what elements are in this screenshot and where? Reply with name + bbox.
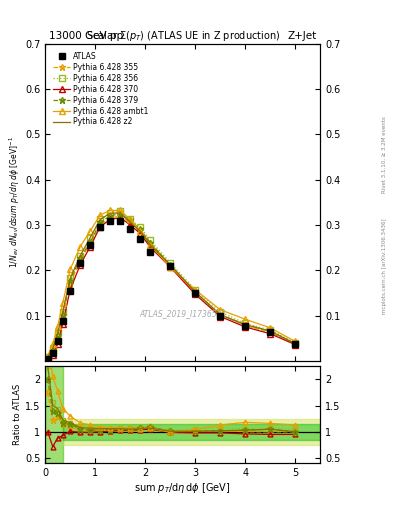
- Text: ATLAS_2019_I1736531: ATLAS_2019_I1736531: [139, 309, 226, 318]
- Y-axis label: $1/N_{ev}$ $dN_{ev}/dsum$ $p_T/d\eta$ $d\phi$ $[\mathrm{GeV}]^{-1}$: $1/N_{ev}$ $dN_{ev}/dsum$ $p_T/d\eta$ $d…: [8, 136, 22, 268]
- Text: Z+Jet: Z+Jet: [287, 31, 316, 41]
- Title: Scalar $\Sigma(p_T)$ (ATLAS UE in Z production): Scalar $\Sigma(p_T)$ (ATLAS UE in Z prod…: [86, 29, 280, 44]
- Text: Rivet 3.1.10, ≥ 3.2M events: Rivet 3.1.10, ≥ 3.2M events: [382, 116, 387, 193]
- X-axis label: sum $p_T/\mathrm{d}\eta\,\mathrm{d}\phi$ [GeV]: sum $p_T/\mathrm{d}\eta\,\mathrm{d}\phi$…: [134, 481, 231, 495]
- Y-axis label: Ratio to ATLAS: Ratio to ATLAS: [13, 384, 22, 445]
- Text: 13000 GeV pp: 13000 GeV pp: [49, 31, 123, 41]
- Legend: ATLAS, Pythia 6.428 355, Pythia 6.428 356, Pythia 6.428 370, Pythia 6.428 379, P: ATLAS, Pythia 6.428 355, Pythia 6.428 35…: [52, 51, 150, 128]
- Text: mcplots.cern.ch [arXiv:1306.3436]: mcplots.cern.ch [arXiv:1306.3436]: [382, 218, 387, 313]
